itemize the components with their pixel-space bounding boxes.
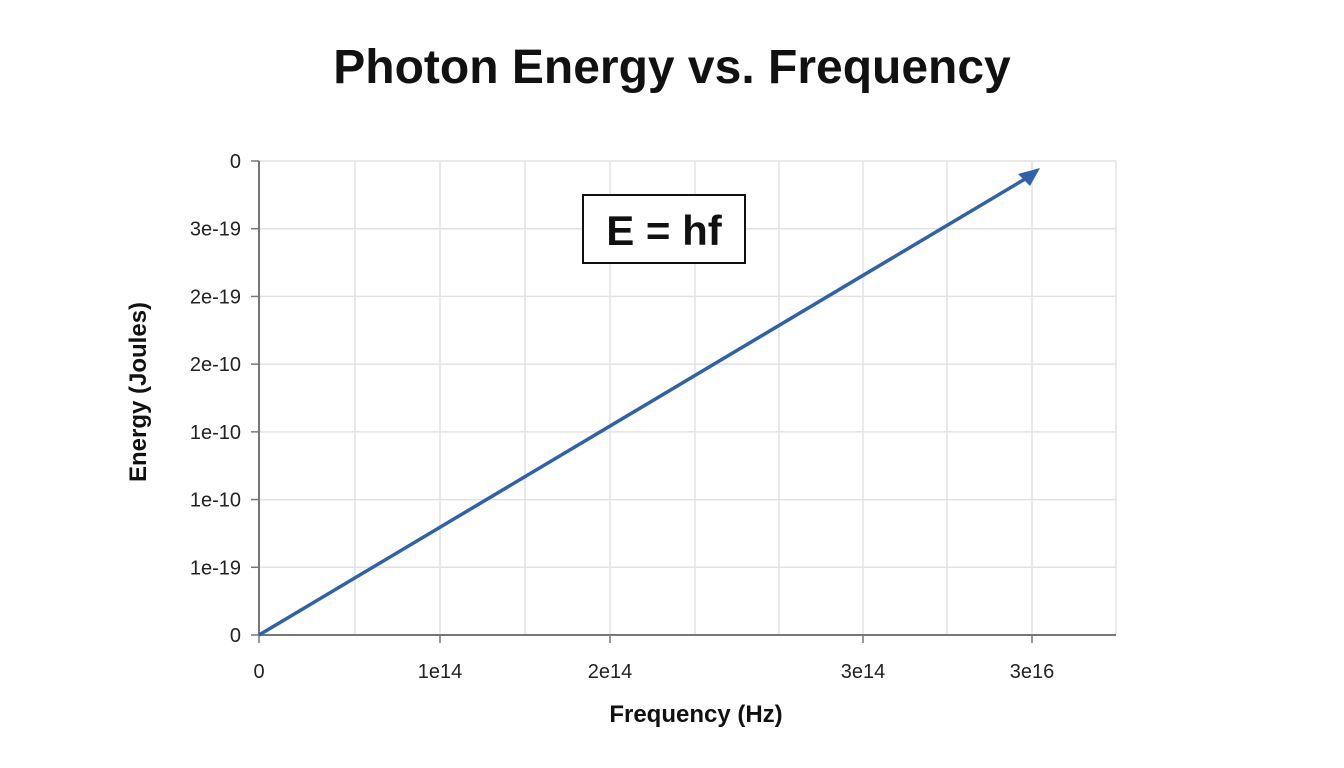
y-tick-label: 1e-19: [190, 557, 241, 579]
x-axis-label: Frequency (Hz): [609, 701, 782, 728]
x-tick-label: 3e16: [1010, 661, 1055, 683]
y-tick-label: 0: [230, 625, 241, 647]
y-tick-label: 2e-19: [190, 286, 241, 308]
x-tick-label: 1e14: [418, 661, 463, 683]
y-tick-label: 0: [230, 151, 241, 173]
y-axis-label: Energy (Joules): [125, 302, 152, 482]
annotation-box: [582, 194, 746, 264]
x-tick-label: 2e14: [588, 661, 633, 683]
x-tick-label: 3e14: [841, 661, 886, 683]
energy-line: [258, 174, 1031, 637]
chart-title: Photon Energy vs. Frequency: [333, 41, 1011, 94]
x-ticks: 0 1e14 2e14 3e14 3e16: [253, 635, 1054, 683]
annotation-text: E = hf: [606, 207, 723, 254]
x-tick-label: 0: [253, 661, 264, 683]
axes: [258, 161, 1116, 636]
grid: [259, 160, 1117, 635]
arrowhead: [1018, 168, 1040, 186]
y-tick-label: 1e-10: [190, 422, 241, 444]
y-ticks: 0 1e-19 1e-10 1e-10 2e-10 2e-19 3e-19 0: [190, 151, 259, 647]
series: [258, 168, 1040, 637]
y-tick-label: 3e-19: [190, 219, 241, 241]
y-tick-label: 1e-10: [190, 490, 241, 512]
y-tick-label: 2e-10: [190, 354, 241, 376]
